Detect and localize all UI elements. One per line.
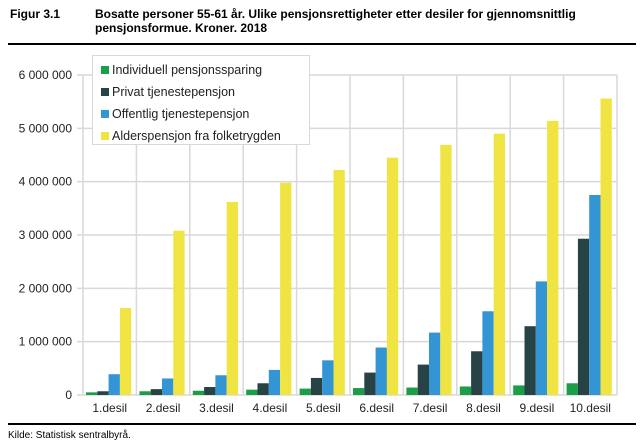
bar-1-7-desil [406,387,418,395]
bar-3-2-desil [162,378,174,395]
bar-3-10-desil [589,195,601,395]
x-axis-tick-labels: 1.desil 2.desil 3.desil 4.desil 5.desil 6.des… [92,401,611,415]
legend-label: Individuell pensjonssparing [112,63,263,77]
legend-swatch-icon [101,88,109,96]
bar-2-5-desil [310,377,323,395]
bar-4-10-desil [600,98,612,395]
bar-4-4-desil [280,182,292,395]
x-tick-label: 7.desil [413,401,448,415]
x-tick-label: 2.desil [146,401,181,415]
bar-1-9-desil [513,385,525,395]
bar-1-6-desil [353,388,365,395]
bar-1-5-desil [299,388,311,395]
bar-1-2-desil [139,391,151,395]
legend-swatch-icon [101,66,109,74]
bar-3-4-desil [268,369,281,395]
legend: Individuell pensjonssparing Privat tjene… [92,55,310,145]
bar-3-3-desil [215,375,227,395]
bar-3-5-desil [322,360,334,395]
bar-4-1-desil [119,308,132,395]
chart-title: Bosatte personer 55-61 år. Ulike pensjon… [95,7,576,35]
y-tick-label: 5 000 000 [19,121,73,135]
legend-item-individuell: Individuell pensjonssparing [101,59,309,81]
y-axis-tick-labels: 0 1 000 000 2 000 000 3 000 000 4 000 000 5 0… [19,68,73,402]
y-tick-label: 6 000 000 [19,68,73,82]
bar-4-2-desil [173,230,185,395]
bar-4-7-desil [440,144,452,395]
legend-swatch-icon [101,110,109,118]
bar-4-9-desil [547,120,559,395]
bar-2-10-desil [577,238,590,395]
bar-3-7-desil [429,332,441,395]
y-tick-label: 4 000 000 [19,175,73,189]
bar-4-5-desil [333,169,345,395]
bar-4-3-desil [226,201,238,395]
x-tick-label: 5.desil [306,401,341,415]
legend-item-privat: Privat tjenestepensjon [101,81,309,103]
bar-3-1-desil [108,374,120,395]
bar-3-6-desil [375,347,387,395]
bar-1-10-desil [566,383,578,395]
header-rule [8,43,636,45]
bar-2-1-desil [97,391,109,395]
legend-label: Privat tjenestepensjon [112,85,235,99]
bar-1-8-desil [459,386,472,395]
figure-label: Figur 3.1 [10,7,61,21]
legend-item-offentlig: Offentlig tjenestepensjon [101,103,309,125]
y-tick-label: 3 000 000 [19,228,73,242]
y-tick-label: 0 [65,388,72,402]
bar-2-2-desil [150,389,162,395]
bars [86,98,612,395]
bar-1-1-desil [86,392,98,395]
legend-label: Offentlig tjenestepensjon [112,107,250,121]
x-tick-label: 8.desil [466,401,501,415]
bar-1-4-desil [246,389,258,395]
bar-3-9-desil [535,281,548,395]
y-tick-label: 2 000 000 [19,281,73,295]
source-note: Kilde: Statistisk sentralbyrå. [8,430,131,441]
x-tick-label: 9.desil [520,401,555,415]
bar-4-8-desil [493,133,505,395]
legend-swatch-icon [101,132,109,140]
bar-4-6-desil [386,157,399,395]
legend-label: Alderspensjon fra folketrygden [112,129,281,143]
bar-2-7-desil [417,364,429,395]
y-tick-label: 1 000 000 [19,335,73,349]
x-tick-label: 6.desil [359,401,394,415]
x-tick-label: 10.desil [570,401,611,415]
x-tick-label: 3.desil [199,401,234,415]
x-tick-label: 1.desil [92,401,127,415]
legend-item-alderspensjon: Alderspensjon fra folketrygden [101,125,309,147]
bar-2-3-desil [204,387,216,395]
bar-2-4-desil [257,383,269,395]
footer-rule [8,423,636,425]
x-tick-label: 4.desil [253,401,288,415]
bar-2-9-desil [524,326,536,395]
bar-1-3-desil [192,390,205,395]
bar-3-8-desil [482,311,494,395]
bar-2-6-desil [364,372,376,395]
bar-2-8-desil [471,351,483,395]
